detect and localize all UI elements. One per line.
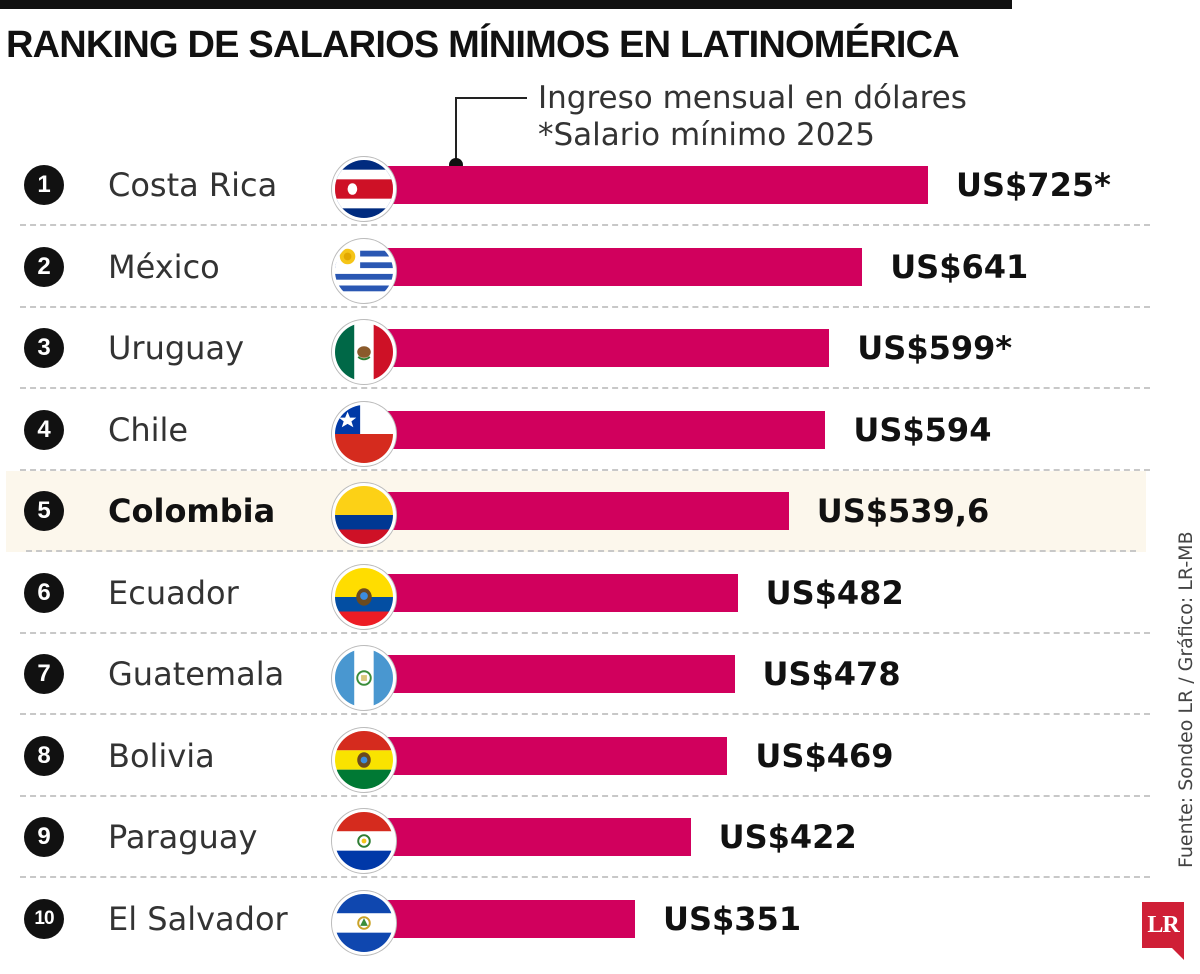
category-label: Chile bbox=[108, 410, 189, 449]
data-label: US$594 bbox=[853, 410, 992, 449]
data-label: US$641 bbox=[890, 247, 1029, 286]
category-label: Costa Rica bbox=[108, 166, 278, 204]
category-label: México bbox=[108, 247, 220, 286]
category-label: Bolivia bbox=[108, 736, 215, 775]
guatemala-flag-icon bbox=[332, 646, 396, 710]
rank-badge: 8 bbox=[24, 735, 64, 776]
paraguay-flag-icon bbox=[332, 809, 396, 873]
lr-logo-tail bbox=[1170, 946, 1184, 960]
bar bbox=[360, 166, 928, 204]
chart-title: RANKING DE SALARIOS MÍNIMOS EN LATINOMÉR… bbox=[6, 24, 960, 66]
bar-row-bolivia: 8 Bolivia US$469 bbox=[0, 716, 1160, 797]
colombia-flag-icon bbox=[332, 483, 396, 547]
bar-row-costa-rica: 1 Costa Rica US$725* bbox=[0, 145, 1160, 226]
source-credit: Fuente: Sondeo LR / Gráfico: LR-MB bbox=[1175, 531, 1197, 868]
rank-badge: 2 bbox=[24, 246, 64, 287]
bar bbox=[360, 573, 738, 612]
category-label: Guatemala bbox=[108, 655, 285, 693]
data-label: US$539,6 bbox=[816, 492, 990, 530]
bar-row-colombia: 5 Colombia US$539,6 bbox=[6, 471, 1146, 552]
bar-row-chile: 4 Chile US$594 bbox=[0, 390, 1160, 471]
bar-row-uruguay: 3 Uruguay US$599* bbox=[0, 308, 1160, 389]
rank-badge: 4 bbox=[24, 409, 64, 450]
rank-badge: 9 bbox=[24, 817, 64, 857]
chile-flag-icon bbox=[332, 401, 396, 466]
data-label: US$422 bbox=[718, 818, 857, 856]
bar bbox=[360, 410, 826, 449]
bar bbox=[360, 655, 735, 693]
rank-badge: 10 bbox=[24, 898, 64, 939]
rank-badge: 7 bbox=[24, 654, 64, 694]
category-label: El Salvador bbox=[108, 899, 288, 938]
costa-rica-flag-icon bbox=[332, 157, 396, 221]
category-label: Colombia bbox=[108, 492, 276, 530]
bar bbox=[360, 818, 691, 856]
bar-row-ecuador: 6 Ecuador US$482 bbox=[0, 553, 1160, 634]
rank-badge: 1 bbox=[24, 165, 64, 205]
data-label: US$599* bbox=[857, 329, 1013, 367]
bar bbox=[360, 736, 728, 775]
bar-row-el-salvador: 10 El Salvador US$351 bbox=[0, 879, 1160, 960]
top-rule bbox=[0, 0, 1012, 9]
bar-row-paraguay: 9 Paraguay US$422 bbox=[0, 797, 1160, 878]
category-label: Ecuador bbox=[108, 573, 239, 612]
chart-subtitle: Ingreso mensual en dólares *Salario míni… bbox=[538, 80, 967, 154]
uruguay-flag-icon bbox=[332, 238, 396, 303]
rank-badge: 5 bbox=[24, 491, 64, 531]
rank-badge: 3 bbox=[24, 328, 64, 368]
bar-row-guatemala: 7 Guatemala US$478 bbox=[0, 634, 1160, 715]
mexico-flag-icon bbox=[332, 320, 396, 384]
subtitle-line-units: Ingreso mensual en dólares bbox=[538, 80, 967, 116]
el-salvador-flag-icon bbox=[332, 890, 396, 955]
category-label: Uruguay bbox=[108, 329, 244, 367]
data-label: US$482 bbox=[765, 573, 904, 612]
bar bbox=[360, 899, 635, 938]
lr-logo: LR bbox=[1142, 902, 1184, 948]
category-label: Paraguay bbox=[108, 818, 258, 856]
bar bbox=[360, 247, 863, 286]
bar bbox=[366, 492, 789, 530]
subtitle-line-note: *Salario mínimo 2025 bbox=[538, 117, 875, 153]
ecuador-flag-icon bbox=[332, 564, 396, 629]
note-leader-horizontal bbox=[455, 97, 527, 99]
rank-badge: 6 bbox=[24, 572, 64, 613]
bar bbox=[360, 329, 830, 367]
data-label: US$478 bbox=[762, 655, 901, 693]
data-label: US$725* bbox=[956, 166, 1111, 204]
bolivia-flag-icon bbox=[332, 727, 396, 792]
data-label: US$351 bbox=[662, 899, 802, 938]
data-label: US$469 bbox=[755, 736, 894, 775]
bar-row-méxico: 2 México US$641 bbox=[0, 227, 1160, 308]
note-leader-vertical bbox=[455, 97, 457, 163]
